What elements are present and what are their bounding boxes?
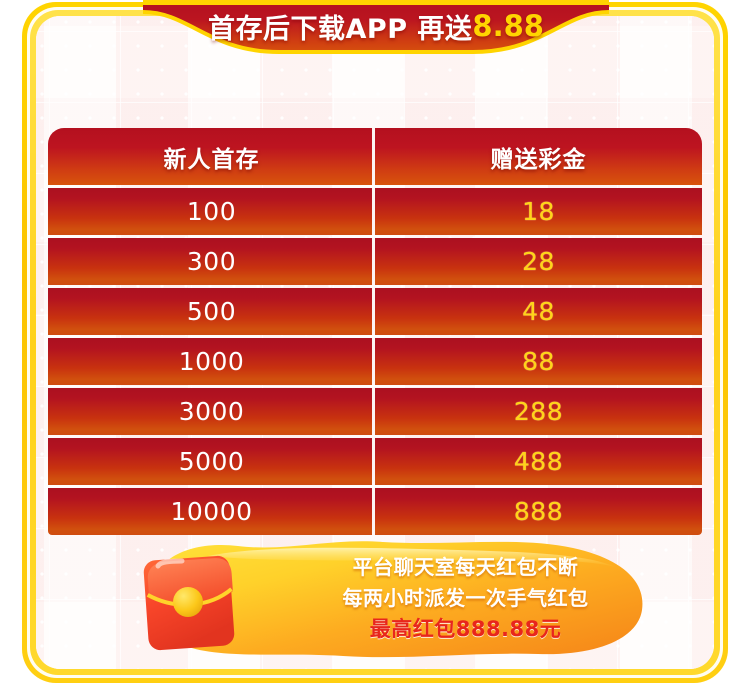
table-row: 100 18 xyxy=(48,188,702,235)
bonus-value: 488 xyxy=(513,447,564,476)
footer-banner-text: 平台聊天室每天红包不断 每两小时派发一次手气红包 最高红包888.88元 xyxy=(293,552,638,645)
table-header-cell-bonus: 赠送彩金 xyxy=(375,128,702,185)
cell-deposit: 10000 xyxy=(48,488,375,535)
column-label-bonus: 赠送彩金 xyxy=(490,146,587,173)
bonus-value: 48 xyxy=(522,297,555,326)
cell-bonus: 28 xyxy=(375,238,702,285)
header-banner-shape xyxy=(143,0,609,54)
table-row: 3000 288 xyxy=(48,388,702,435)
footer-banner-shape xyxy=(156,541,643,658)
cell-deposit: 5000 xyxy=(48,438,375,485)
table-header-row: 新人首存 赠送彩金 xyxy=(48,128,702,185)
table-header-cell-deposit: 新人首存 xyxy=(48,128,375,185)
footer-line-3: 最高红包888.88元 xyxy=(369,617,562,641)
deposit-value: 10000 xyxy=(170,497,253,526)
deposit-value: 100 xyxy=(186,197,237,226)
header-title-amount: 8.88 xyxy=(472,9,544,43)
table-row: 5000 488 xyxy=(48,438,702,485)
table-row: 1000 88 xyxy=(48,338,702,385)
deposit-bonus-table: 新人首存 赠送彩金 100 18 300 28 500 xyxy=(48,128,702,535)
bonus-value: 288 xyxy=(513,397,564,426)
table-row: 300 28 xyxy=(48,238,702,285)
cell-deposit: 100 xyxy=(48,188,375,235)
cell-deposit: 300 xyxy=(48,238,375,285)
bonus-value: 888 xyxy=(513,497,564,526)
bonus-value: 88 xyxy=(522,347,555,376)
cell-bonus: 488 xyxy=(375,438,702,485)
table-row: 500 48 xyxy=(48,288,702,335)
bonus-value: 18 xyxy=(522,197,555,226)
red-envelope-icon xyxy=(138,548,250,656)
footer-line-2: 每两小时派发一次手气红包 xyxy=(342,586,589,610)
column-label-deposit: 新人首存 xyxy=(163,146,260,173)
deposit-value: 500 xyxy=(186,297,237,326)
deposit-value: 1000 xyxy=(178,347,245,376)
cell-bonus: 288 xyxy=(375,388,702,435)
deposit-value: 5000 xyxy=(178,447,245,476)
cell-deposit: 500 xyxy=(48,288,375,335)
header-banner: 首存后下载APP 再送 8.88 xyxy=(143,0,609,62)
cell-bonus: 48 xyxy=(375,288,702,335)
deposit-value: 3000 xyxy=(178,397,245,426)
deposit-value: 300 xyxy=(186,247,237,276)
header-banner-title: 首存后下载APP 再送 8.88 xyxy=(143,0,609,52)
footer-banner: 平台聊天室每天红包不断 每两小时派发一次手气红包 最高红包888.88元 xyxy=(118,534,648,664)
footer-line-1: 平台聊天室每天红包不断 xyxy=(352,555,579,579)
cell-bonus: 888 xyxy=(375,488,702,535)
bonus-value: 28 xyxy=(522,247,555,276)
cell-bonus: 18 xyxy=(375,188,702,235)
cell-bonus: 88 xyxy=(375,338,702,385)
cell-deposit: 3000 xyxy=(48,388,375,435)
header-title-main: 首存后下载APP 再送 xyxy=(208,13,473,45)
table-row: 10000 888 xyxy=(48,488,702,535)
cell-deposit: 1000 xyxy=(48,338,375,385)
